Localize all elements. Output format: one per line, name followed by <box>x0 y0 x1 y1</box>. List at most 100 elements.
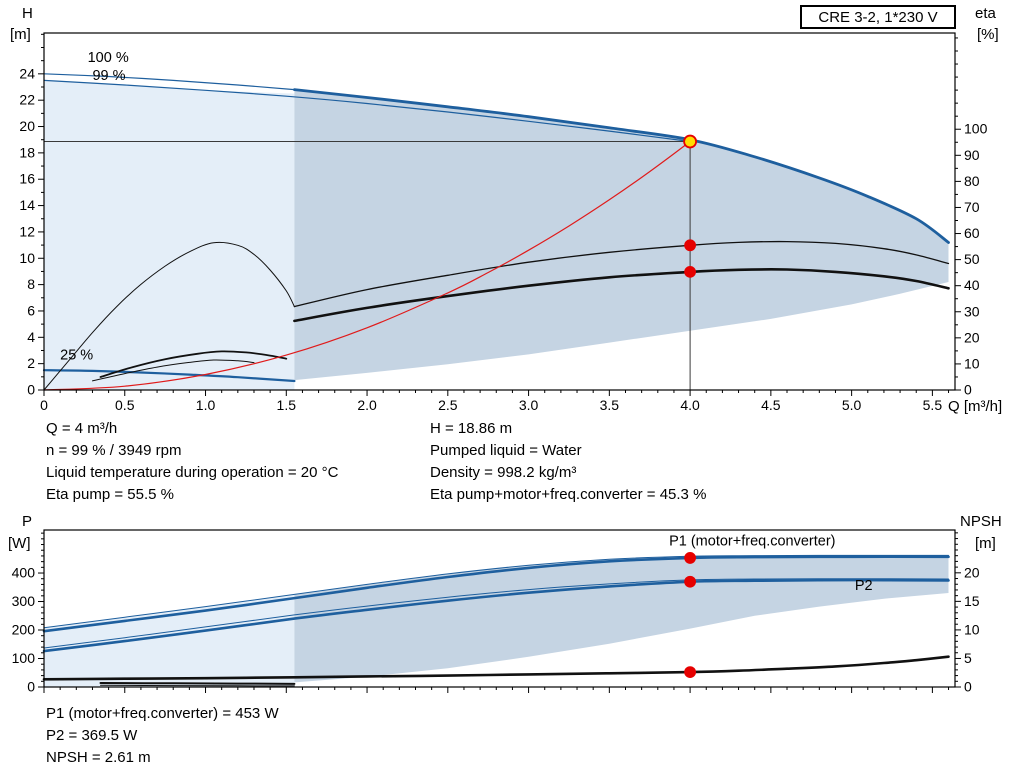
y-right-tick-label: 50 <box>964 251 980 267</box>
npsh-curve <box>42 655 950 681</box>
y-left-tick-label: 8 <box>27 276 35 292</box>
label-99pct: 99 % <box>92 68 125 84</box>
y-left-tick-label: 0 <box>27 679 35 695</box>
y-right-tick-label: 10 <box>964 355 980 371</box>
pump-model-badge: CRE 3-2, 1*230 V <box>800 5 956 29</box>
qh-area-duty-range <box>294 89 949 381</box>
y-right-tick-label: 60 <box>964 225 980 241</box>
eta-pump-value: Eta pump = 55.5 % <box>46 486 174 503</box>
y-left-tick-label: 300 <box>12 593 36 609</box>
h-axis-unit: [m] <box>10 26 31 43</box>
p2-value: P2 = 369.5 W <box>46 727 138 744</box>
x-tick-label: 4.0 <box>680 397 700 413</box>
pump-curve-duty-range <box>293 88 950 244</box>
x-tick-label: 1.0 <box>196 397 216 413</box>
x-tick-label: 3.5 <box>600 397 620 413</box>
x-tick-label: 0 <box>40 397 48 413</box>
operating-data-left-column: Q = 4 m³/h n = 99 % / 3949 rpm Liquid te… <box>46 418 338 506</box>
y-left-tick-label: 2 <box>27 355 35 371</box>
p2-curve <box>42 578 950 653</box>
y-right-tick-label: 15 <box>964 593 980 609</box>
y-left-tick-label: 4 <box>27 329 35 345</box>
x-tick-label: 3.0 <box>519 397 539 413</box>
y-left-tick-label: 200 <box>12 622 36 638</box>
x-tick-label: 2.0 <box>357 397 377 413</box>
p2-point <box>684 575 696 588</box>
density-value: Density = 998.2 kg/m³ <box>430 464 577 481</box>
y-left-tick-label: 24 <box>19 65 35 81</box>
pump-curve-100pct <box>43 73 295 91</box>
y-right-tick-label: 20 <box>964 329 980 345</box>
y-right-tick-label: 0 <box>964 679 972 695</box>
eta-axis-unit: [%] <box>977 26 999 43</box>
y-right-tick-label: 80 <box>964 173 980 189</box>
power-plot-frame <box>43 529 956 688</box>
label-25pct: 25 % <box>60 348 93 364</box>
x-tick-label: 0.5 <box>115 397 135 413</box>
npsh-axis-symbol: NPSH <box>960 513 1002 530</box>
x-tick-label: 1.5 <box>277 397 297 413</box>
p-axis-unit: [W] <box>8 535 31 552</box>
operating-data-right-column: H = 18.86 m Pumped liquid = Water Densit… <box>430 418 706 506</box>
q-axis-label: Q [m³/h] <box>948 398 1003 415</box>
power-area-duty-range <box>294 555 949 683</box>
label-100pct: 100 % <box>88 50 129 66</box>
npsh-value: NPSH = 2.61 m <box>46 749 151 766</box>
y-left-tick-label: 12 <box>19 223 35 239</box>
qh-chart: 0 0.5 1.0 1.5 2.0 2.5 3.0 3.5 4.0 4.5 5.0 5.5024681… <box>19 32 988 413</box>
x-tick-label: 2.5 <box>438 397 458 413</box>
power-area-light <box>44 594 295 687</box>
y-right-tick-label: 40 <box>964 277 980 293</box>
y-right-tick-label: 5 <box>964 650 972 666</box>
y-left-tick-label: 20 <box>19 118 35 134</box>
eta-axis-symbol: eta <box>975 5 996 22</box>
p1-curve <box>42 555 950 633</box>
system-curve <box>43 140 691 391</box>
h-axis-symbol: H <box>22 5 33 22</box>
p1-curve-100pct <box>43 554 949 629</box>
y-left-tick-label: 6 <box>27 302 35 318</box>
liquid-temp-value: Liquid temperature during operation = 20… <box>46 464 339 481</box>
label-p1: P1 (motor+freq.converter) <box>669 533 835 549</box>
speed-value: n = 99 % / 3949 rpm <box>46 442 182 459</box>
y-left-tick-label: 0 <box>27 382 35 398</box>
y-right-tick-label: 90 <box>964 147 980 163</box>
eta-pump-point <box>684 239 696 252</box>
y-right-tick-label: 100 <box>964 121 988 137</box>
y-right-tick-label: 20 <box>964 564 980 580</box>
y-right-tick-label: 70 <box>964 199 980 215</box>
y-left-tick-label: 100 <box>12 650 36 666</box>
eta-total-value: Eta pump+motor+freq.converter = 45.3 % <box>430 486 707 503</box>
y-left-tick-label: 22 <box>19 92 35 108</box>
y-left-tick-label: 10 <box>19 250 35 266</box>
qh-area-light <box>44 80 295 391</box>
p1-point <box>684 552 696 564</box>
pump-curve-25pct <box>42 369 296 383</box>
x-tick-label: 4.5 <box>761 397 781 413</box>
x-tick-label: 5.0 <box>842 397 862 413</box>
eta-total-point <box>684 265 696 278</box>
npsh-axis-unit: [m] <box>975 535 996 552</box>
pump-model-label: CRE 3-2, 1*230 V <box>818 8 938 26</box>
y-left-tick-label: 16 <box>19 171 35 187</box>
p-curve-25pct-2 <box>100 684 295 687</box>
eta-small-curve-2 <box>92 359 255 382</box>
npsh-point <box>684 666 696 678</box>
y-right-tick-label: 0 <box>964 382 972 398</box>
duty-point <box>683 134 697 149</box>
head-value: H = 18.86 m <box>430 420 513 437</box>
flow-value: Q = 4 m³/h <box>46 420 118 437</box>
y-left-tick-label: 18 <box>19 144 35 160</box>
eta-pump-reduced-speed-curve <box>43 241 295 391</box>
pump-curve-99pct <box>43 79 691 143</box>
p1-value: P1 (motor+freq.converter) = 453 W <box>46 705 279 722</box>
y-right-tick-label: 30 <box>964 303 980 319</box>
label-p2: P2 <box>855 578 873 594</box>
pumped-liquid-value: Pumped liquid = Water <box>430 442 582 459</box>
x-tick-label: 5.5 <box>923 397 943 413</box>
y-right-tick-label: 10 <box>964 621 980 637</box>
p2-curve-100pct <box>43 578 949 649</box>
eta-small-curve-1 <box>99 350 288 378</box>
y-left-tick-label: 400 <box>12 565 36 581</box>
